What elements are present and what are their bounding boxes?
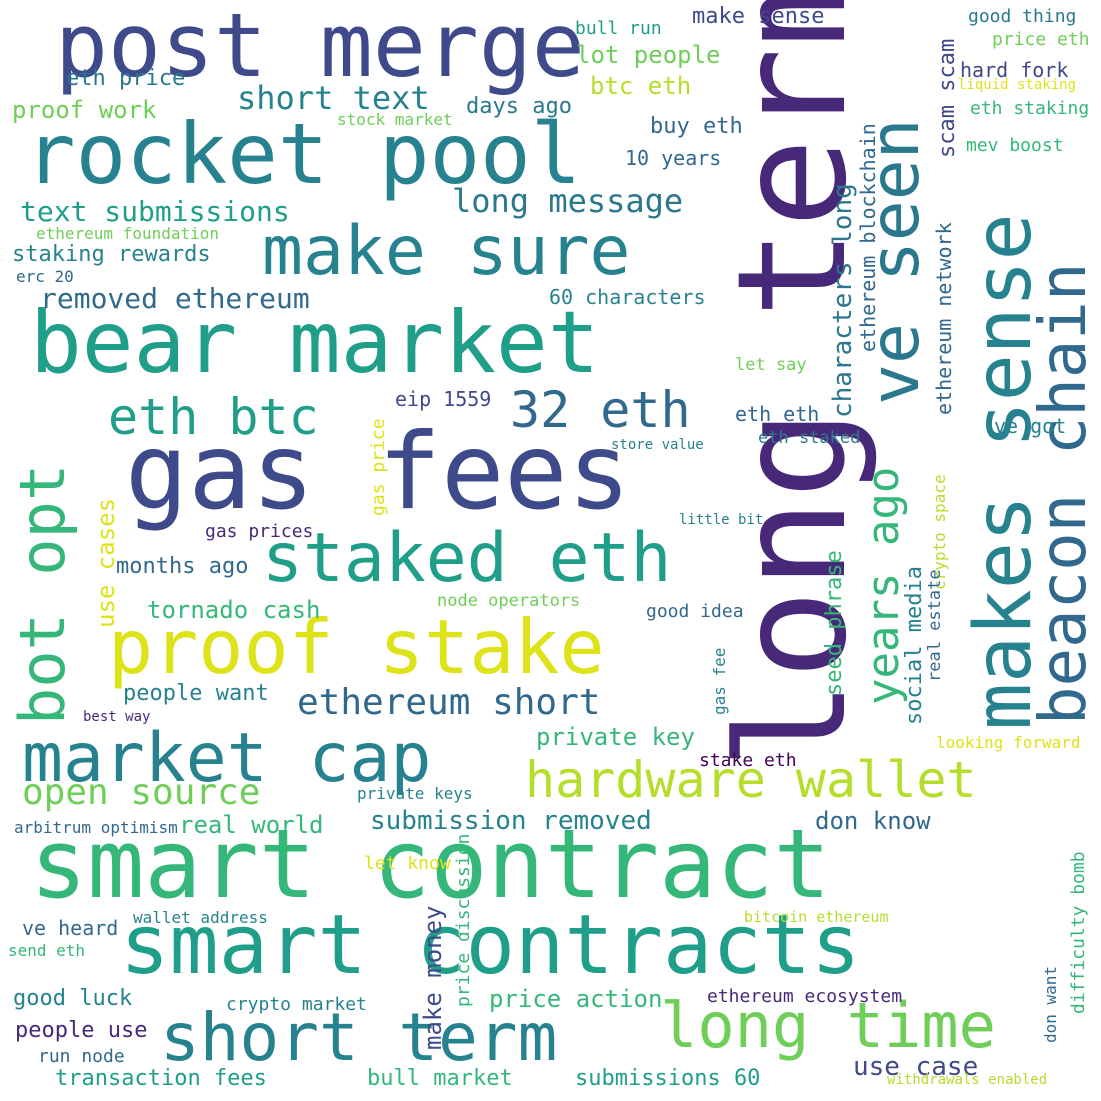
word-ethereum-short: ethereum short — [297, 682, 601, 723]
word-long-message: long message — [452, 182, 684, 220]
word-stock-market: stock market — [337, 110, 453, 129]
word-eth-btc: eth btc — [108, 388, 319, 446]
word-don-know: don know — [815, 807, 931, 835]
word-10-years: 10 years — [625, 146, 722, 170]
word-mev-boost: mev boost — [966, 135, 1064, 156]
word-liquid-staking: liquid staking — [958, 77, 1077, 93]
word-staked-eth: staked eth — [262, 519, 672, 598]
word-let-say: let say — [735, 355, 807, 375]
word-proof-work: proof work — [12, 96, 157, 124]
word-months-ago: months ago — [116, 554, 249, 579]
word-good-idea: good idea — [646, 601, 744, 622]
word-good-luck: good luck — [13, 986, 133, 1011]
word-wallet-address: wallet address — [133, 908, 268, 927]
word-lot-people: lot people — [576, 41, 721, 69]
word-btc-eth: btc eth — [590, 72, 692, 100]
word-ve-got: ve got — [994, 414, 1067, 438]
word-removed-ethereum: removed ethereum — [40, 282, 310, 315]
word-best-way: best way — [83, 709, 151, 725]
word-smart-contract: smart contract — [30, 810, 831, 920]
word-price-eth: price eth — [992, 29, 1090, 50]
word-ethereum-ecosystem: ethereum ecosystem — [707, 986, 903, 1007]
word-long-time: long time — [660, 989, 996, 1062]
word-gas-price: gas price — [368, 418, 389, 516]
word-short-text: short text — [237, 79, 430, 117]
word-proof-stake: proof stake — [108, 603, 605, 691]
word-bitcoin-ethereum: bitcoin ethereum — [744, 908, 889, 926]
word-submissions-60: submissions 60 — [575, 1066, 761, 1091]
word-real-estate: real estate — [925, 569, 945, 682]
word-bear-market: bear market — [30, 293, 600, 393]
word-private-key: private key — [536, 723, 695, 751]
word-little-bit: little bit — [679, 512, 764, 528]
word-open-source: open source — [22, 772, 261, 813]
word-gas-fees: gas fees — [125, 411, 631, 533]
word-ethereum-foundation: ethereum foundation — [36, 224, 220, 243]
word-node-operators: node operators — [437, 591, 581, 611]
word-stake-eth: stake eth — [699, 750, 797, 771]
word-bull-market: bull market — [367, 1066, 513, 1091]
word-make-money: make money — [419, 905, 447, 1051]
word-eip-1559: eip 1559 — [395, 387, 492, 411]
word-short-term: short term — [160, 999, 558, 1076]
word-market-cap: market cap — [22, 719, 432, 798]
word-beacon-chain: beacon chain — [1027, 262, 1101, 725]
word-hard-fork: hard fork — [960, 58, 1069, 82]
word-days-ago: days ago — [466, 94, 572, 119]
word-social-media: social media — [902, 566, 927, 725]
word-real-world: real world — [179, 811, 324, 839]
word-eth-price: eth price — [66, 66, 186, 91]
word-scam-scam: scam scam — [935, 38, 960, 158]
word-years-ago: years ago — [858, 466, 909, 705]
word-ethereum-network: ethereum network — [932, 222, 956, 415]
word-bot-opt: bot opt — [6, 463, 79, 725]
word-60-characters: 60 characters — [549, 285, 706, 309]
word-32-eth: 32 eth — [510, 381, 691, 439]
word-characters-long: characters long — [828, 183, 858, 418]
word-price-discussion: price discussion — [453, 833, 474, 1007]
word-people-want: people want — [123, 681, 269, 706]
word-smart-contracts: smart contracts — [120, 898, 861, 993]
word-eth-staked: eth staked — [758, 428, 861, 448]
word-submission-removed: submission removed — [370, 806, 652, 836]
word-let-know: let know — [364, 853, 451, 874]
word-ve-heard: ve heard — [22, 916, 119, 940]
word-bull-run: bull run — [575, 18, 662, 39]
word-erc-20: erc 20 — [16, 267, 74, 286]
word-eth-eth: eth eth — [735, 402, 820, 426]
word-withdrawals-enabled: withdrawals enabled — [887, 1072, 1048, 1088]
word-make-sure: make sure — [262, 212, 631, 291]
word-arbitrum-optimism: arbitrum optimism — [14, 818, 178, 837]
word-use-case: use case — [853, 1052, 979, 1082]
word-looking-forward: looking forward — [936, 733, 1081, 752]
word-store-value: store value — [611, 437, 704, 453]
word-seed-phrase: seed phrase — [822, 550, 847, 696]
word-post-merge: post merge — [55, 0, 585, 97]
word-gas-fee: gas fee — [710, 647, 729, 715]
word-rocket-pool: rocket pool — [25, 105, 582, 203]
word-buy-eth: buy eth — [650, 114, 743, 139]
word-staking-rewards: staking rewards — [12, 242, 211, 267]
word-eth-staking: eth staking — [970, 98, 1090, 119]
word-price-action: price action — [489, 985, 663, 1013]
word-don-want: don want — [1041, 965, 1060, 1043]
word-tornado-cash: tornado cash — [147, 596, 321, 624]
word-private-keys: private keys — [357, 784, 473, 803]
word-make-sense: make sense — [692, 4, 825, 29]
word-text-submissions: text submissions — [20, 195, 290, 228]
word-hardware-wallet: hardware wallet — [525, 751, 977, 809]
word-send-eth: send eth — [8, 941, 86, 960]
word-people-use: people use — [15, 1018, 148, 1043]
word-use-cases: use cases — [92, 497, 120, 628]
word-good-thing: good thing — [968, 6, 1077, 27]
word-run-node: run node — [38, 1046, 125, 1067]
word-difficulty-bomb: difficulty bomb — [1068, 851, 1089, 1014]
word-ethereum-blockchain: ethereum blockchain — [856, 123, 880, 352]
word-transaction-fees: transaction fees — [55, 1066, 267, 1091]
word-gas-prices: gas prices — [205, 521, 314, 542]
word-crypto-market: crypto market — [226, 994, 367, 1015]
